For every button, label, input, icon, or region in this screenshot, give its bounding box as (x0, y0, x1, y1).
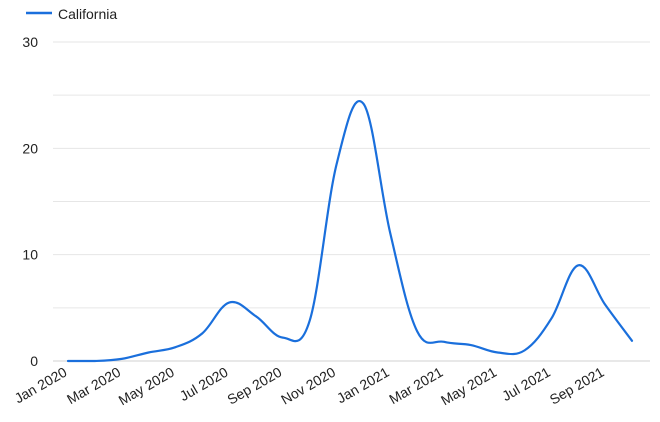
x-tick-label: Jan 2021 (334, 364, 392, 407)
series-layer (66, 100, 634, 363)
series-line-california (66, 100, 634, 363)
x-tick-label: Mar 2021 (386, 364, 445, 408)
x-tick-label: May 2021 (438, 364, 499, 409)
y-tick-label: 30 (22, 34, 38, 50)
x-tick-label: Jul 2020 (177, 364, 231, 404)
y-tick-label: 0 (30, 353, 38, 369)
grid-layer (53, 41, 650, 362)
x-tick-label: Sep 2020 (224, 364, 284, 408)
x-tick-label: Nov 2020 (278, 364, 338, 408)
x-tick-label: Jul 2021 (499, 364, 553, 404)
y-tick-label: 10 (22, 247, 38, 263)
x-tick-label: Mar 2020 (64, 364, 123, 408)
y-tick-label: 20 (22, 140, 38, 156)
x-tick-label: Sep 2021 (547, 364, 607, 408)
y-tick-labels: 0 10 20 30 (22, 34, 38, 369)
legend-label-california: California (58, 6, 117, 22)
x-tick-label: Jan 2020 (12, 364, 70, 407)
x-tick-label: May 2020 (116, 364, 177, 409)
legend[interactable]: California (26, 6, 117, 22)
